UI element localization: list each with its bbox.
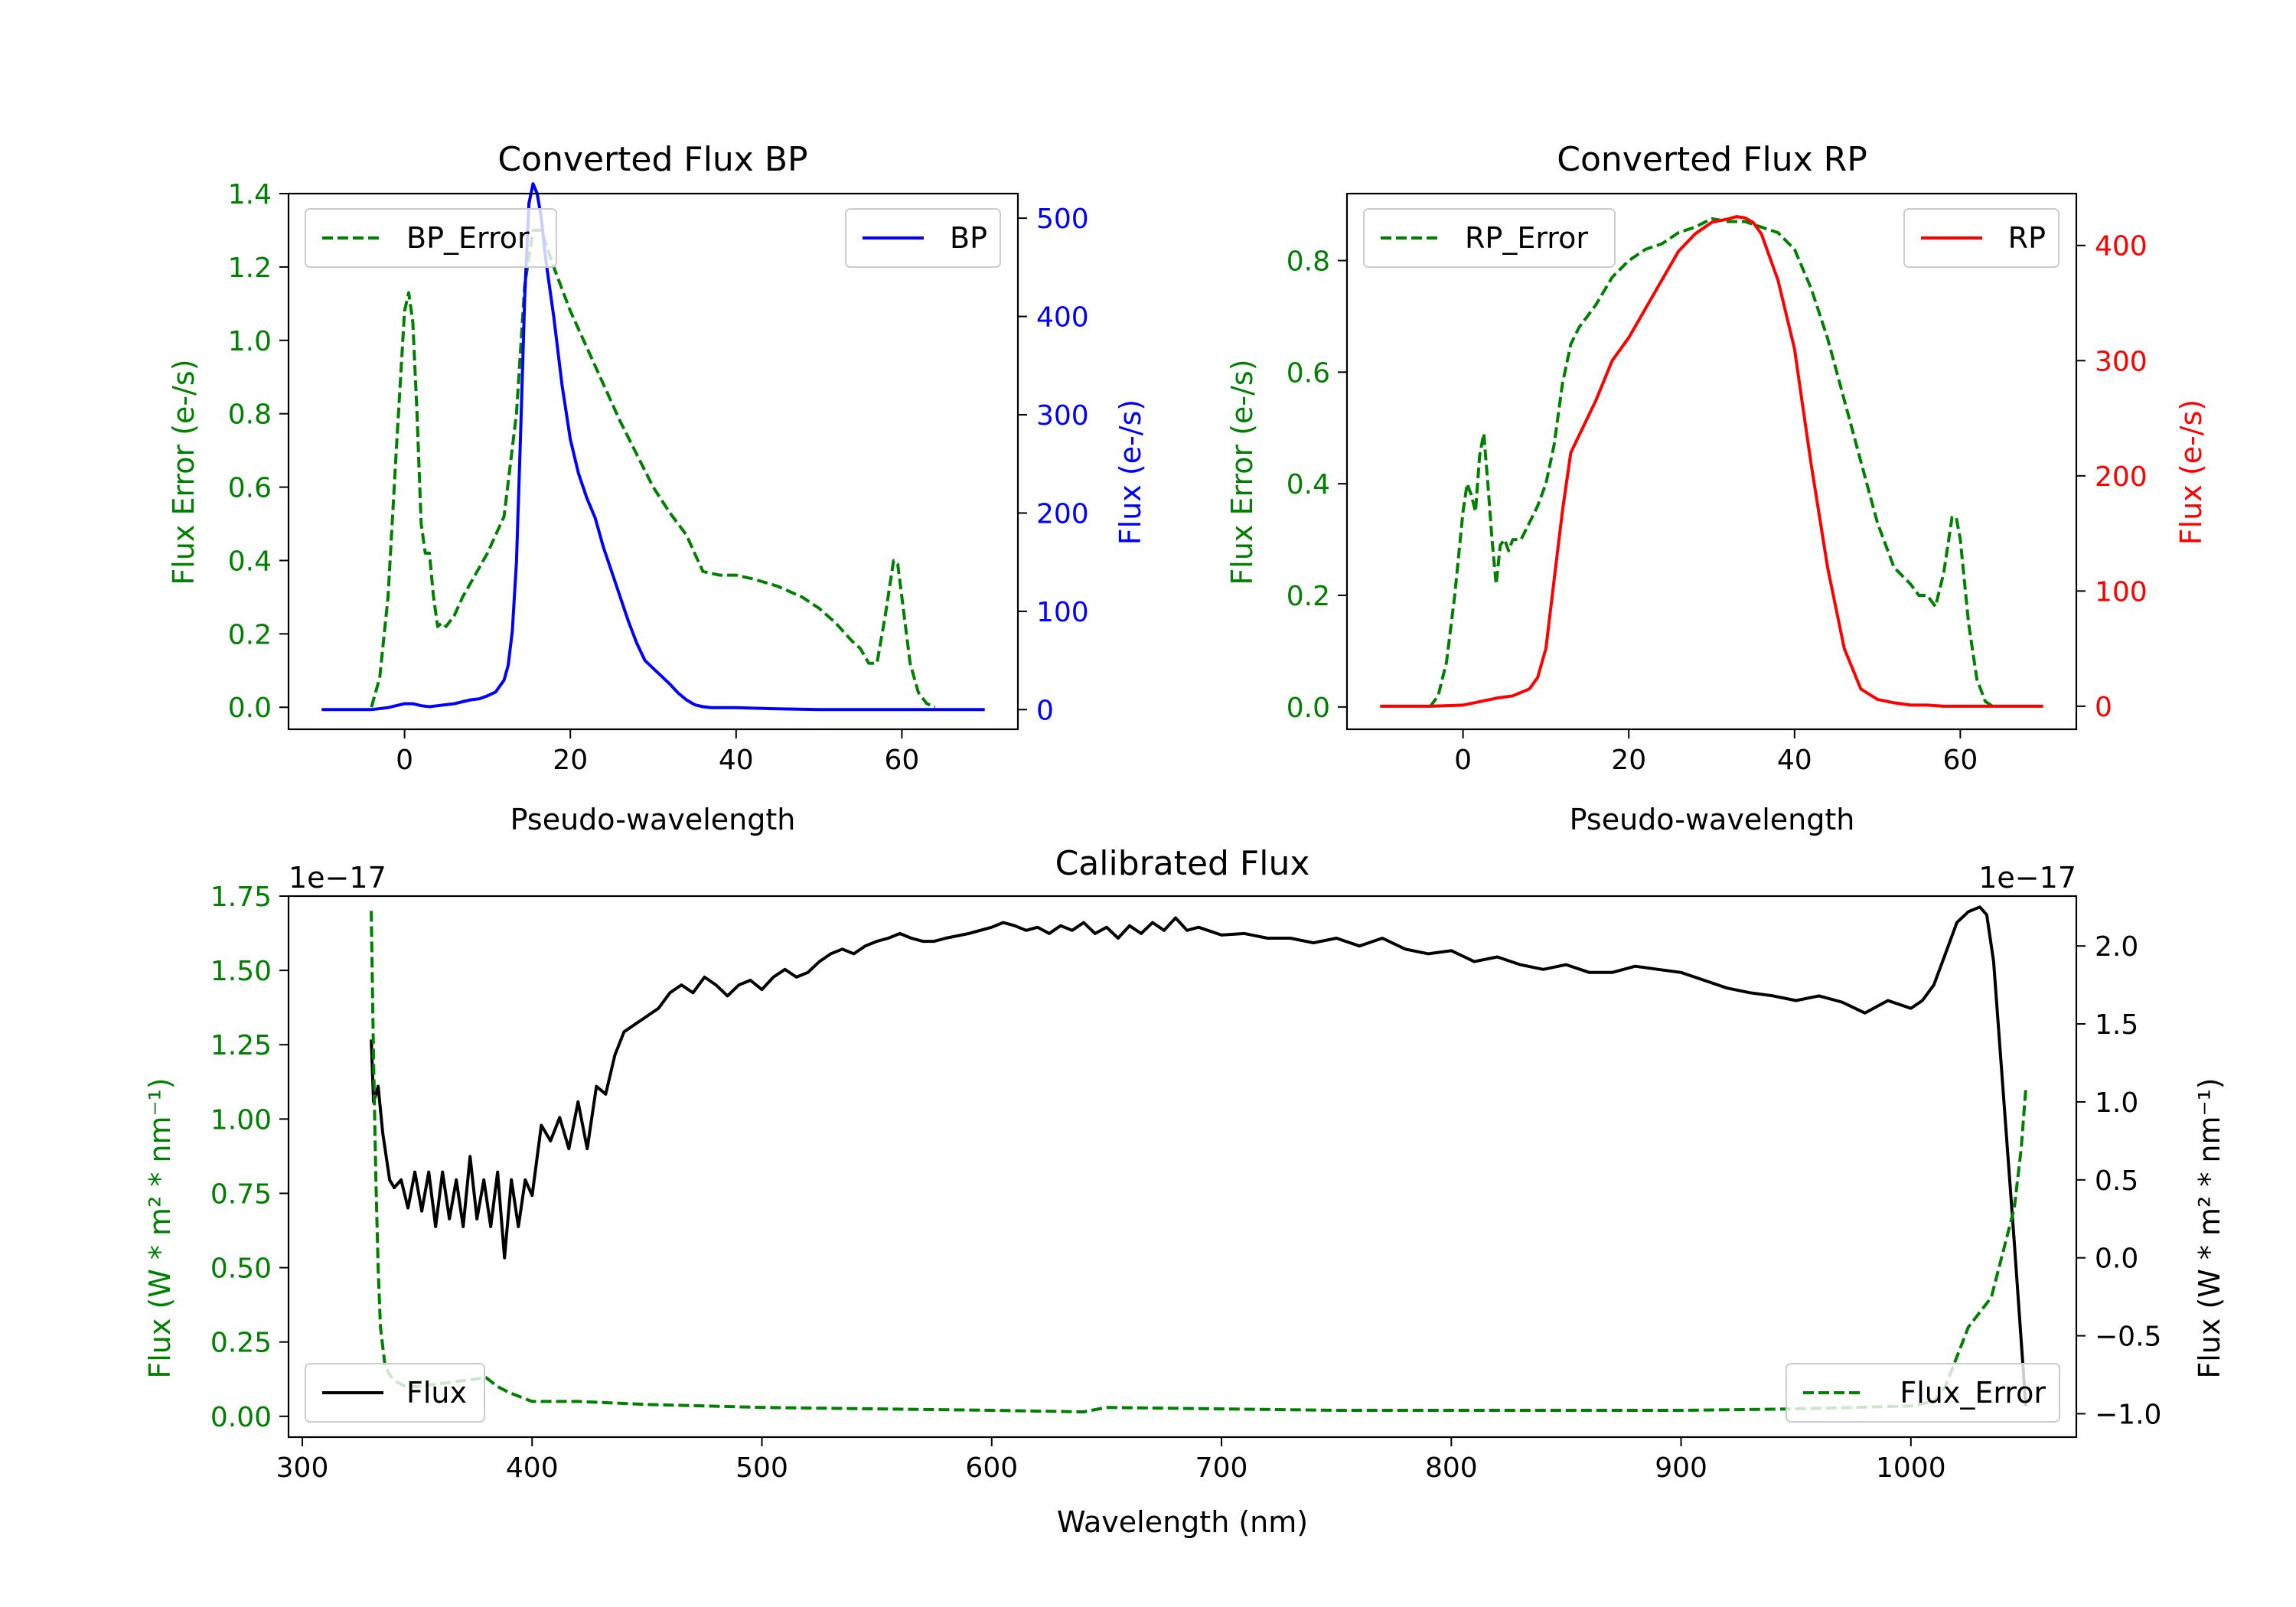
left-y-tick-label: 1.00: [210, 1104, 272, 1136]
left-y-tick-label: 0.25: [210, 1328, 272, 1359]
right-y-tick-label: −1.0: [2095, 1399, 2161, 1430]
legend-left: RP_Error: [1363, 208, 1616, 268]
left-y-tick-label: 1.50: [210, 956, 272, 987]
series-line-flux-error: [370, 911, 2027, 1413]
right-y-tick-label: 300: [2095, 346, 2148, 377]
right-y-axis-label: Flux (e-/s): [1114, 399, 1147, 545]
chart-title: Calibrated Flux: [1055, 844, 1310, 883]
x-tick-label: 600: [965, 1452, 1018, 1484]
left-y-tick-label: 0.75: [210, 1178, 272, 1210]
right-y-tick-label: 400: [1036, 302, 1089, 334]
x-tick-label: 300: [276, 1452, 329, 1484]
left-y-tick-label: 1.75: [210, 882, 272, 913]
right-y-tick-label: 100: [2095, 576, 2148, 608]
legend-label-flux: Flux: [406, 1376, 467, 1410]
left-y-tick-label: 0.8: [1287, 246, 1330, 278]
legend-left: Flux: [305, 1363, 485, 1423]
right-y-tick-label: −0.5: [2095, 1322, 2161, 1353]
series-line-bp: [321, 182, 985, 712]
left-y-tick-label: 0.6: [228, 473, 272, 504]
right-y-tick-label: 1.0: [2095, 1087, 2138, 1119]
legend-label-bp: BP: [950, 221, 987, 255]
series-line-rp: [1380, 215, 2043, 708]
x-axis-label: Wavelength (nm): [1057, 1505, 1308, 1539]
series-line-rp-error: [1428, 217, 1994, 709]
plot-frame: [1345, 192, 2078, 731]
right-y-axis-label: Flux (W * m² * nm⁻¹): [2193, 1077, 2226, 1378]
left-y-tick-label: 0.0: [228, 693, 272, 724]
chart-converted-flux-bp: Converted Flux BP Pseudo-wavelength Flux…: [167, 140, 1147, 836]
left-y-tick-label: 0.4: [228, 546, 272, 577]
left-y-tick-label: 0.2: [228, 619, 272, 650]
x-tick-label: 0: [396, 745, 413, 776]
left-y-tick-label: 0.0: [1287, 693, 1330, 724]
left-y-tick-label: 0.8: [228, 399, 272, 431]
right-y-tick-label: 1.5: [2095, 1009, 2138, 1041]
right-y-tick-label: 2.0: [2095, 931, 2138, 963]
legend-label-rp: RP: [2008, 221, 2046, 255]
x-tick-label: 800: [1425, 1452, 1478, 1484]
series-line-bp-error: [370, 228, 936, 709]
right-y-tick-label: 0.5: [2095, 1165, 2138, 1197]
legend-right: Flux_Error: [1786, 1363, 2060, 1423]
chart-converted-flux-rp: Converted Flux RP Pseudo-wavelength Flux…: [1225, 140, 2208, 836]
right-offset-text: 1e−17: [1978, 861, 2076, 895]
x-tick-label: 60: [884, 745, 919, 776]
x-tick-label: 60: [1942, 745, 1978, 776]
x-tick-label: 1000: [1876, 1452, 1946, 1484]
x-tick-label: 40: [1777, 745, 1812, 776]
x-tick-label: 500: [735, 1452, 788, 1484]
right-y-tick-label: 0.0: [2095, 1244, 2138, 1275]
legend-label-rp-error: RP_Error: [1465, 221, 1588, 255]
x-tick-label: 20: [1611, 745, 1646, 776]
left-y-axis-label: Flux Error (e-/s): [1225, 359, 1259, 585]
left-y-tick-label: 1.2: [228, 253, 272, 284]
legend-label-flux-error: Flux_Error: [1900, 1376, 2046, 1410]
x-tick-label: 900: [1655, 1452, 1707, 1484]
legend-left: BP_Error: [305, 208, 557, 268]
left-y-axis-label: Flux Error (e-/s): [167, 359, 201, 585]
x-tick-label: 400: [506, 1452, 559, 1484]
left-offset-text: 1e−17: [289, 861, 386, 895]
right-y-tick-label: 500: [1036, 204, 1089, 235]
x-tick-label: 40: [719, 745, 754, 776]
legend-right: RP: [1903, 208, 2060, 268]
right-y-tick-label: 0: [1036, 695, 1054, 726]
series-line-flux: [370, 905, 2027, 1407]
x-axis-label: Pseudo-wavelength: [1570, 803, 1855, 836]
left-y-axis-label: Flux (W * m² * nm⁻¹): [143, 1077, 177, 1378]
plot-frame: [287, 192, 1019, 731]
legend-label-bp-error: BP_Error: [406, 221, 530, 255]
legend-right: BP: [845, 208, 1001, 268]
left-y-tick-label: 0.2: [1287, 581, 1330, 612]
x-tick-label: 700: [1195, 1452, 1248, 1484]
right-y-tick-label: 400: [2095, 231, 2148, 262]
right-y-tick-label: 200: [1036, 498, 1089, 530]
right-y-tick-label: 100: [1036, 597, 1089, 628]
left-y-tick-label: 1.25: [210, 1030, 272, 1061]
chart-title: Converted Flux BP: [497, 140, 807, 179]
left-y-tick-label: 1.4: [228, 179, 272, 210]
right-y-tick-label: 300: [1036, 400, 1089, 432]
chart-calibrated-flux: Calibrated Flux Wavelength (nm) 1e−17 1e…: [143, 844, 2226, 1539]
plot-frame: [287, 895, 2078, 1439]
x-axis-label: Pseudo-wavelength: [510, 803, 796, 836]
x-tick-label: 20: [553, 745, 588, 776]
left-y-tick-label: 0.00: [210, 1402, 272, 1433]
chart-title: Converted Flux RP: [1557, 140, 1867, 179]
right-y-axis-label: Flux (e-/s): [2174, 399, 2208, 545]
right-y-tick-label: 200: [2095, 461, 2148, 493]
x-tick-label: 0: [1454, 745, 1472, 776]
left-y-tick-label: 1.0: [228, 326, 272, 357]
left-y-tick-label: 0.50: [210, 1253, 272, 1285]
left-y-tick-label: 0.6: [1287, 357, 1330, 389]
right-y-tick-label: 0: [2095, 692, 2112, 723]
left-y-tick-label: 0.4: [1287, 469, 1330, 500]
